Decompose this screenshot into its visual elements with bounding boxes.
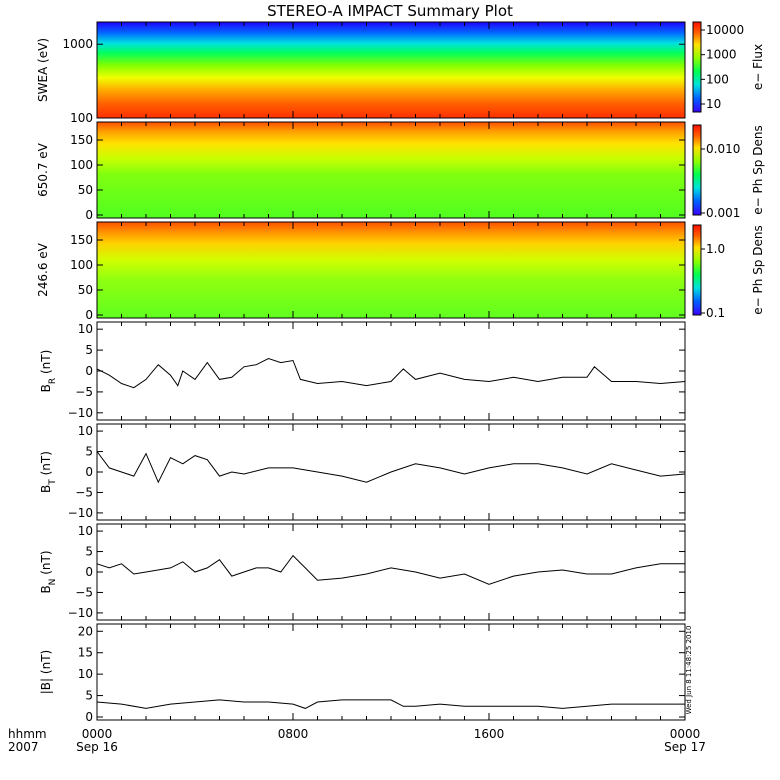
pad650-frame (96, 121, 686, 219)
colorbar-tick-label: 10000 (706, 23, 744, 37)
y-tick-label: 100 (70, 258, 93, 272)
y-tick-label: 5 (85, 545, 93, 559)
y-tick-label: −10 (68, 606, 93, 620)
y-tick-label: −10 (68, 506, 93, 520)
x-tick-date: Sep 17 (664, 740, 706, 754)
timestamp: Wed Jun 8 11:48:25 2010 (685, 626, 693, 715)
y-tick-label: 0 (85, 364, 93, 378)
pad246-frame (96, 221, 686, 319)
y-tick-label: 1000 (62, 37, 93, 51)
y-tick-label: 100 (70, 111, 93, 125)
pad650-colorbar (692, 124, 702, 216)
br-series-line (96, 357, 686, 389)
y-tick-label: 150 (70, 133, 93, 147)
pad246-colorbar-label: e− Ph Sp Dens (751, 225, 765, 314)
colorbar-tick-label: 1.0 (706, 242, 725, 256)
y-tick-label: 5 (85, 689, 93, 703)
colorbar-tick-label: 1000 (706, 48, 737, 62)
pad650-ylabel: 650.7 eV (36, 142, 50, 197)
y-tick-label: 0 (85, 465, 93, 479)
pad246-ylabel: 246.6 eV (36, 242, 50, 297)
pad650-heatmap (97, 122, 685, 218)
y-tick-label: 10 (78, 322, 93, 336)
y-tick-label: 10 (78, 667, 93, 681)
x-tick-label: 1600 (474, 727, 505, 741)
pad246-heatmap (97, 222, 685, 318)
y-tick-label: 5 (85, 343, 93, 357)
swea-frame (96, 21, 686, 119)
bmag-series-line (96, 699, 685, 709)
y-tick-label: 5 (85, 445, 93, 459)
bt-series-line (96, 451, 686, 484)
x-tick-label: 0800 (278, 727, 309, 741)
bmag-ylabel: |B| (nT) (39, 650, 53, 694)
colorbar-tick-label: 100 (706, 72, 729, 86)
bn-ylabel: BN (nT) (39, 550, 58, 593)
y-tick-label: 0 (85, 208, 93, 222)
bt-ylabel: BT (nT) (39, 451, 58, 493)
y-tick-label: 100 (70, 158, 93, 172)
y-tick-label: −10 (68, 406, 93, 420)
y-tick-label: −5 (75, 485, 93, 499)
x-tick-date: Sep 16 (76, 740, 118, 754)
x-axis-year: 2007 (8, 740, 39, 754)
pad650-colorbar-label: e− Ph Sp Dens (751, 125, 765, 214)
colorbar-tick-label: 0.010 (706, 142, 740, 156)
y-tick-label: 10 (78, 524, 93, 538)
x-axis-label: hhmm (8, 727, 47, 741)
y-tick-label: 50 (78, 183, 93, 197)
bn-series-line (96, 554, 685, 585)
swea-colorbar (692, 21, 702, 113)
bn-frame (96, 523, 686, 621)
y-tick-label: 0 (85, 710, 93, 724)
pad246-colorbar (692, 224, 702, 316)
swea-ylabel: SWEA (eV) (36, 38, 50, 102)
x-tick-label: 0000 (82, 727, 113, 741)
y-tick-label: 0 (85, 565, 93, 579)
x-tick-label: 0000 (670, 727, 701, 741)
swea-heatmap (97, 22, 685, 118)
br-ylabel: BR (nT) (39, 350, 58, 393)
colorbar-tick-label: 0.001 (706, 206, 740, 220)
colorbar-tick-label: 0.1 (706, 306, 725, 320)
br-frame (96, 321, 686, 421)
bt-frame (96, 423, 686, 521)
y-tick-label: 50 (78, 283, 93, 297)
bmag-frame (96, 623, 686, 721)
y-tick-label: 10 (78, 424, 93, 438)
y-tick-label: 150 (70, 233, 93, 247)
colorbar-tick-label: 10 (706, 97, 721, 111)
y-tick-label: −5 (75, 385, 93, 399)
swea-colorbar-label: e− Flux (751, 44, 765, 90)
chart-title: STEREO-A IMPACT Summary Plot (267, 2, 513, 20)
y-tick-label: 15 (78, 646, 93, 660)
y-tick-label: −5 (75, 585, 93, 599)
y-tick-label: 0 (85, 308, 93, 322)
y-tick-label: 20 (78, 624, 93, 638)
